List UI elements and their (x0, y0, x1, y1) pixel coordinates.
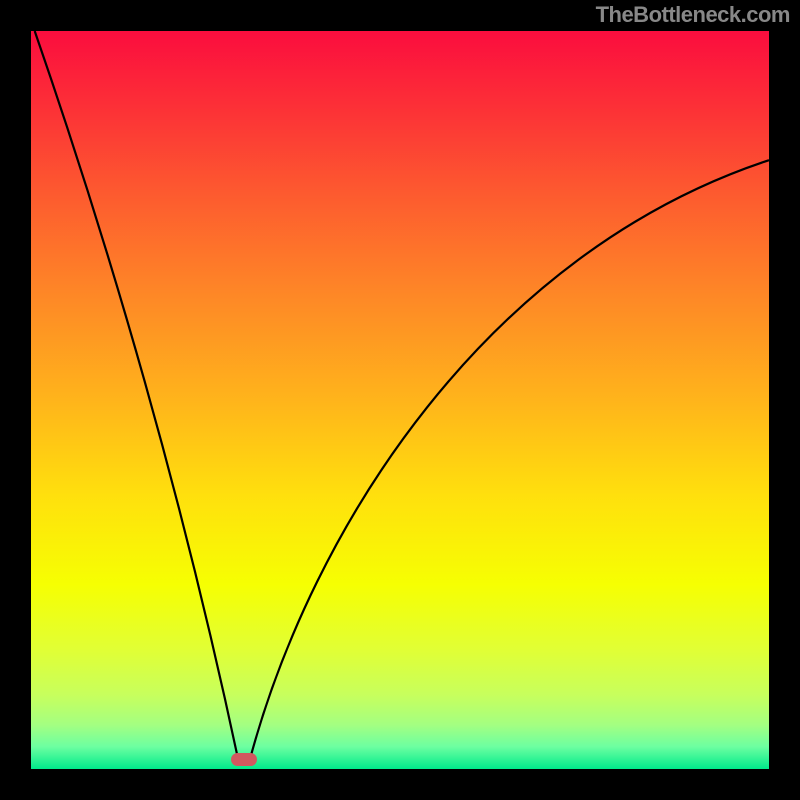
plot-area (31, 31, 769, 769)
bottleneck-marker (231, 753, 257, 766)
chart-container: TheBottleneck.com (0, 0, 800, 800)
watermark-text: TheBottleneck.com (596, 2, 790, 28)
